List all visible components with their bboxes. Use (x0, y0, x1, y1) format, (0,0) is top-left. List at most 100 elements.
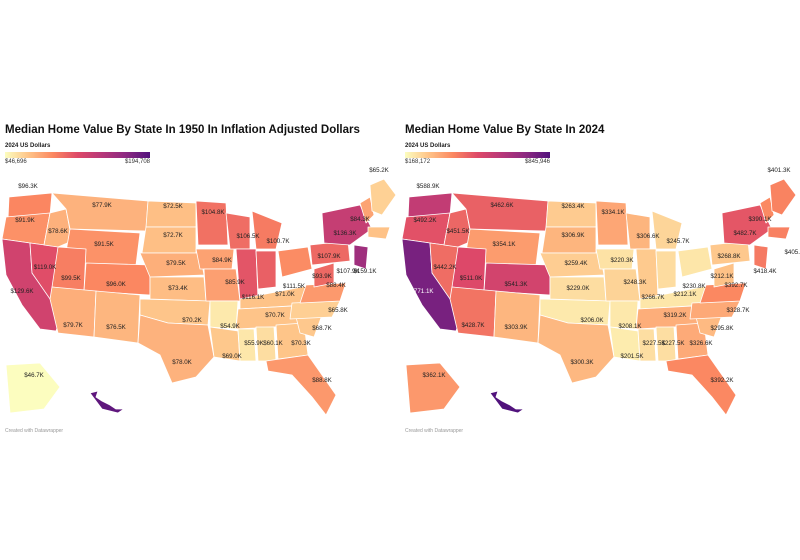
state-region-az[interactable] (49, 286, 97, 338)
state-region-mi[interactable] (651, 210, 683, 250)
state-region-mn[interactable] (195, 200, 229, 246)
state-region-nj[interactable] (353, 244, 369, 270)
state-region-ma[interactable] (367, 226, 391, 240)
state-region-az[interactable] (449, 286, 497, 338)
state-value-label-ok: $206.0K (580, 317, 604, 324)
state-region-fl[interactable] (265, 354, 337, 416)
color-legend-bar (405, 152, 550, 158)
state-value-label-nv: $442.2K (433, 264, 457, 271)
state-region-mn[interactable] (595, 200, 629, 246)
state-value-label-ma: $405.6K (784, 249, 800, 256)
state-value-label-wi: $106.5K (236, 233, 260, 240)
state-region-vt[interactable] (759, 196, 775, 224)
state-value-label-ut: $511.0K (460, 275, 483, 282)
state-region-sd[interactable] (141, 226, 197, 254)
state-value-label-sc: $295.8K (710, 325, 734, 332)
state-region-co[interactable] (483, 262, 551, 296)
state-value-label-ne: $259.4K (564, 260, 588, 267)
state-region-tx[interactable] (137, 314, 215, 384)
state-value-label-or: $91.9K (15, 217, 35, 224)
state-region-co[interactable] (83, 262, 151, 296)
state-region-nm[interactable] (93, 290, 141, 344)
state-value-label-wa: $96.3K (18, 183, 38, 190)
state-region-wi[interactable] (625, 212, 651, 250)
us-choropleth-map: $588.9K $492.2K $771.1K $442.2K $451.5K $462.… (401, 167, 800, 416)
state-value-label-mn: $334.1K (601, 209, 625, 216)
state-region-hi[interactable] (489, 390, 525, 414)
state-value-label-or: $492.2K (413, 217, 437, 224)
state-value-label-sc: $68.7K (312, 325, 332, 332)
legend-min-label: $46,696 (5, 159, 27, 165)
state-value-label-mi: $245.7K (666, 238, 690, 245)
state-region-mt[interactable] (451, 192, 549, 232)
state-region-mi[interactable] (251, 210, 283, 250)
state-region-id[interactable] (43, 208, 73, 248)
state-region-me[interactable] (769, 178, 797, 216)
state-value-label-nj: $418.4K (753, 268, 777, 275)
state-value-label-ia: $84.9K (212, 257, 232, 264)
state-value-label-co: $96.0K (106, 281, 126, 288)
state-region-ak[interactable] (5, 362, 61, 414)
state-region-wv[interactable] (713, 262, 735, 288)
state-region-vt[interactable] (359, 196, 375, 224)
state-region-in[interactable] (255, 250, 277, 290)
state-region-ms[interactable] (237, 328, 257, 362)
legend-subtitle: 2024 US Dollars (5, 143, 51, 149)
state-value-label-mt: $77.9K (92, 202, 112, 209)
state-value-label-nc: $328.7K (726, 307, 750, 314)
state-region-nm[interactable] (493, 290, 541, 344)
state-value-label-ar: $208.1K (618, 323, 642, 330)
state-region-id[interactable] (443, 208, 473, 248)
state-value-label-ok: $70.2K (182, 317, 202, 324)
state-value-label-ky: $71.0K (275, 291, 295, 298)
map-title: Median Home Value By State In 1950 In In… (5, 124, 360, 136)
state-region-ak[interactable] (405, 362, 461, 414)
state-region-tx[interactable] (537, 314, 615, 384)
state-region-mt[interactable] (51, 192, 149, 232)
state-region-ny[interactable] (721, 204, 773, 246)
state-region-ms[interactable] (637, 328, 657, 362)
state-value-label-pa: $107.9K (317, 253, 341, 260)
state-region-wi[interactable] (225, 212, 251, 250)
state-value-label-nm: $76.5K (106, 324, 126, 331)
state-region-wv[interactable] (313, 262, 335, 288)
legend-subtitle: 2024 US Dollars (405, 143, 451, 149)
state-region-ut[interactable] (451, 246, 487, 292)
state-region-fl[interactable] (665, 354, 737, 416)
state-value-label-wv: $107.9K (336, 268, 360, 275)
legend-max-label: $194,708 (124, 159, 150, 165)
map-panel-1950: Median Home Value By State In 1950 In In… (1, 124, 397, 434)
state-value-label-hi: $189.0K (114, 403, 138, 410)
state-region-oh[interactable] (677, 246, 713, 278)
state-value-label-az: $428.7K (461, 322, 485, 329)
credit-text: Created with Datawrapper (5, 428, 64, 434)
credit-text: Created with Datawrapper (405, 428, 464, 434)
state-value-label-vt: $390.1K (748, 216, 772, 223)
state-value-label-il: $266.7K (641, 294, 665, 301)
state-value-label-ak: $46.7K (24, 372, 44, 379)
state-region-sd[interactable] (541, 226, 597, 254)
state-value-label-wi: $306.6K (636, 233, 660, 240)
state-value-label-hi: $845.9K (514, 403, 538, 410)
state-region-ma[interactable] (767, 226, 791, 240)
state-region-me[interactable] (369, 178, 397, 216)
state-region-nj[interactable] (753, 244, 769, 270)
state-value-label-oh: $212.1K (710, 273, 734, 280)
state-value-label-wa: $588.9K (416, 183, 440, 190)
state-value-label-mt: $462.6K (490, 202, 514, 209)
state-region-hi[interactable] (89, 390, 125, 414)
state-value-label-ky: $212.1K (673, 291, 697, 298)
state-value-label-la: $69.0K (222, 353, 242, 360)
state-value-label-ms: $227.5K (642, 340, 666, 347)
state-value-label-ga: $326.6K (689, 340, 713, 347)
state-value-label-me: $65.2K (369, 167, 389, 174)
state-region-ny[interactable] (321, 204, 373, 246)
state-value-label-nj: $159.1K (353, 268, 377, 275)
state-value-label-tx: $78.0K (172, 359, 192, 366)
state-region-ut[interactable] (51, 246, 87, 292)
state-value-label-la: $201.5K (620, 353, 644, 360)
state-value-label-il: $116.1K (242, 294, 265, 301)
state-value-label-vt: $84.3K (350, 216, 370, 223)
state-region-oh[interactable] (277, 246, 313, 278)
state-region-in[interactable] (655, 250, 677, 290)
